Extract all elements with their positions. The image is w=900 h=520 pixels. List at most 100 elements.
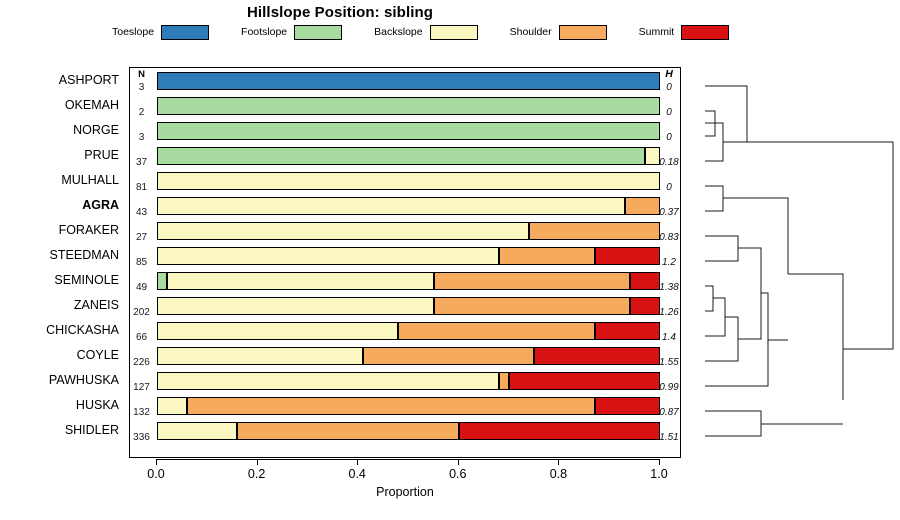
h-value: 1.51 bbox=[659, 432, 679, 443]
bar-row bbox=[157, 272, 660, 290]
row-label-huska: HUSKA bbox=[75, 398, 119, 412]
bar-segment-shoulder bbox=[433, 272, 630, 290]
row-label-foraker: FORAKER bbox=[58, 223, 119, 237]
bar-row bbox=[157, 72, 660, 90]
legend-label: Backslope bbox=[374, 26, 423, 38]
bar-row bbox=[157, 397, 660, 415]
n-value: 85 bbox=[135, 257, 148, 268]
x-axis-tick bbox=[457, 459, 459, 465]
n-column-header: N bbox=[138, 69, 145, 80]
legend-swatch-icon bbox=[681, 24, 730, 40]
x-axis-tick bbox=[659, 459, 660, 465]
bar-segment-toeslope bbox=[157, 72, 660, 90]
n-value: 49 bbox=[135, 282, 148, 293]
bar-row bbox=[157, 222, 660, 240]
n-value: 3 bbox=[138, 132, 145, 143]
h-value: 0 bbox=[666, 82, 672, 93]
h-value: 1.38 bbox=[659, 282, 679, 293]
legend-swatch-icon bbox=[161, 24, 210, 40]
legend-swatch-icon bbox=[294, 24, 343, 40]
bar-segment-shoulder bbox=[529, 222, 660, 240]
legend-label: Toeslope bbox=[112, 26, 155, 38]
h-column: H 0 0 0 0.18 0 0.37 0.83 1.2 1.38 1.26 1.4 1.55 0.99 0… bbox=[655, 67, 683, 458]
bar-row bbox=[157, 372, 660, 390]
n-value: 3 bbox=[138, 82, 145, 93]
row-label-pawhuska: PAWHUSKA bbox=[48, 373, 119, 387]
bar-segment-backslope bbox=[157, 297, 434, 315]
h-value: 0.37 bbox=[659, 207, 679, 218]
x-axis-tick-label: 1.0 bbox=[650, 467, 668, 481]
row-label-axis: ASHPORT OKEMAH NORGE PRUE MULHALL AGRA FORAKER… bbox=[0, 67, 127, 458]
bar-segment-shoulder bbox=[624, 197, 660, 215]
bar-segment-shoulder bbox=[499, 372, 510, 390]
bar-segment-backslope bbox=[157, 247, 500, 265]
n-value: 202 bbox=[133, 307, 150, 318]
legend-item-footslope: Footslope bbox=[241, 24, 343, 40]
bar-segment-summit bbox=[629, 297, 660, 315]
row-label-okemah: OKEMAH bbox=[64, 98, 119, 112]
n-value: 2 bbox=[138, 107, 145, 118]
n-value: 66 bbox=[135, 332, 148, 343]
legend-swatch-icon bbox=[558, 24, 607, 40]
row-label-zaneis: ZANEIS bbox=[73, 298, 119, 312]
bar-segment-footslope bbox=[157, 272, 168, 290]
h-value: 1.2 bbox=[662, 257, 676, 268]
n-value: 336 bbox=[133, 432, 150, 443]
bar-segment-backslope bbox=[157, 422, 238, 440]
x-axis-line bbox=[156, 459, 659, 460]
plot-panel bbox=[129, 67, 681, 458]
x-axis-tick-label: 0.2 bbox=[247, 467, 266, 481]
h-value: 0 bbox=[666, 132, 672, 143]
x-axis-title: Proportion bbox=[376, 485, 434, 499]
h-value: 0.87 bbox=[659, 407, 679, 418]
bar-segment-backslope bbox=[157, 372, 500, 390]
bar-row bbox=[157, 297, 660, 315]
row-label-shidler: SHIDLER bbox=[64, 423, 119, 437]
h-value: 0.18 bbox=[659, 157, 679, 168]
bar-segment-backslope bbox=[157, 172, 660, 190]
bar-segment-shoulder bbox=[499, 247, 595, 265]
bar-row bbox=[157, 122, 660, 140]
bar-segment-backslope bbox=[157, 197, 625, 215]
bar-segment-backslope bbox=[167, 272, 434, 290]
bar-segment-summit bbox=[458, 422, 660, 440]
bar-row bbox=[157, 172, 660, 190]
n-value: 43 bbox=[135, 207, 148, 218]
x-axis-tick bbox=[256, 459, 258, 465]
page-title: Hillslope Position: sibling bbox=[246, 4, 434, 21]
bar-row bbox=[157, 322, 660, 340]
bar-row bbox=[157, 197, 660, 215]
legend-label: Footslope bbox=[241, 26, 288, 38]
row-label-norge: NORGE bbox=[73, 123, 119, 137]
row-label-seminole: SEMINOLE bbox=[54, 273, 119, 287]
legend-item-backslope: Backslope bbox=[374, 24, 478, 40]
h-value: 0.99 bbox=[659, 382, 679, 393]
bar-segment-summit bbox=[629, 272, 660, 290]
x-axis: 0.0 0.2 0.4 0.6 0.8 1.0 bbox=[129, 459, 681, 481]
h-value: 1.4 bbox=[662, 332, 676, 343]
x-axis-tick bbox=[558, 459, 560, 465]
row-label-prue: PRUE bbox=[84, 148, 119, 162]
legend-spacer bbox=[607, 32, 639, 33]
legend: Toeslope Footslope Backslope Shoulder Summit bbox=[112, 24, 730, 40]
bar-row bbox=[157, 147, 660, 165]
bar-segment-backslope bbox=[157, 222, 530, 240]
legend-label: Summit bbox=[638, 26, 675, 38]
bar-row bbox=[157, 347, 660, 365]
row-label-mulhall: MULHALL bbox=[61, 173, 119, 187]
h-column-header: H bbox=[665, 68, 673, 80]
row-label-steedman: STEEDMAN bbox=[49, 248, 119, 262]
bar-segment-backslope bbox=[157, 347, 364, 365]
bar-segment-footslope bbox=[157, 122, 660, 140]
row-label-chickasha: CHICKASHA bbox=[46, 323, 119, 337]
h-value: 1.26 bbox=[659, 307, 679, 318]
bar-segment-summit bbox=[594, 397, 660, 415]
n-column: N 3 2 3 37 81 43 27 85 49 202 66 226 127 132 336 bbox=[129, 67, 156, 458]
x-axis-tick-label: 0.8 bbox=[549, 467, 568, 481]
bar-row bbox=[157, 97, 660, 115]
x-axis-tick-label: 0.0 bbox=[147, 467, 165, 481]
x-axis-tick-label: 0.6 bbox=[449, 467, 467, 481]
n-value: 37 bbox=[135, 157, 148, 168]
dendrogram bbox=[705, 85, 894, 437]
